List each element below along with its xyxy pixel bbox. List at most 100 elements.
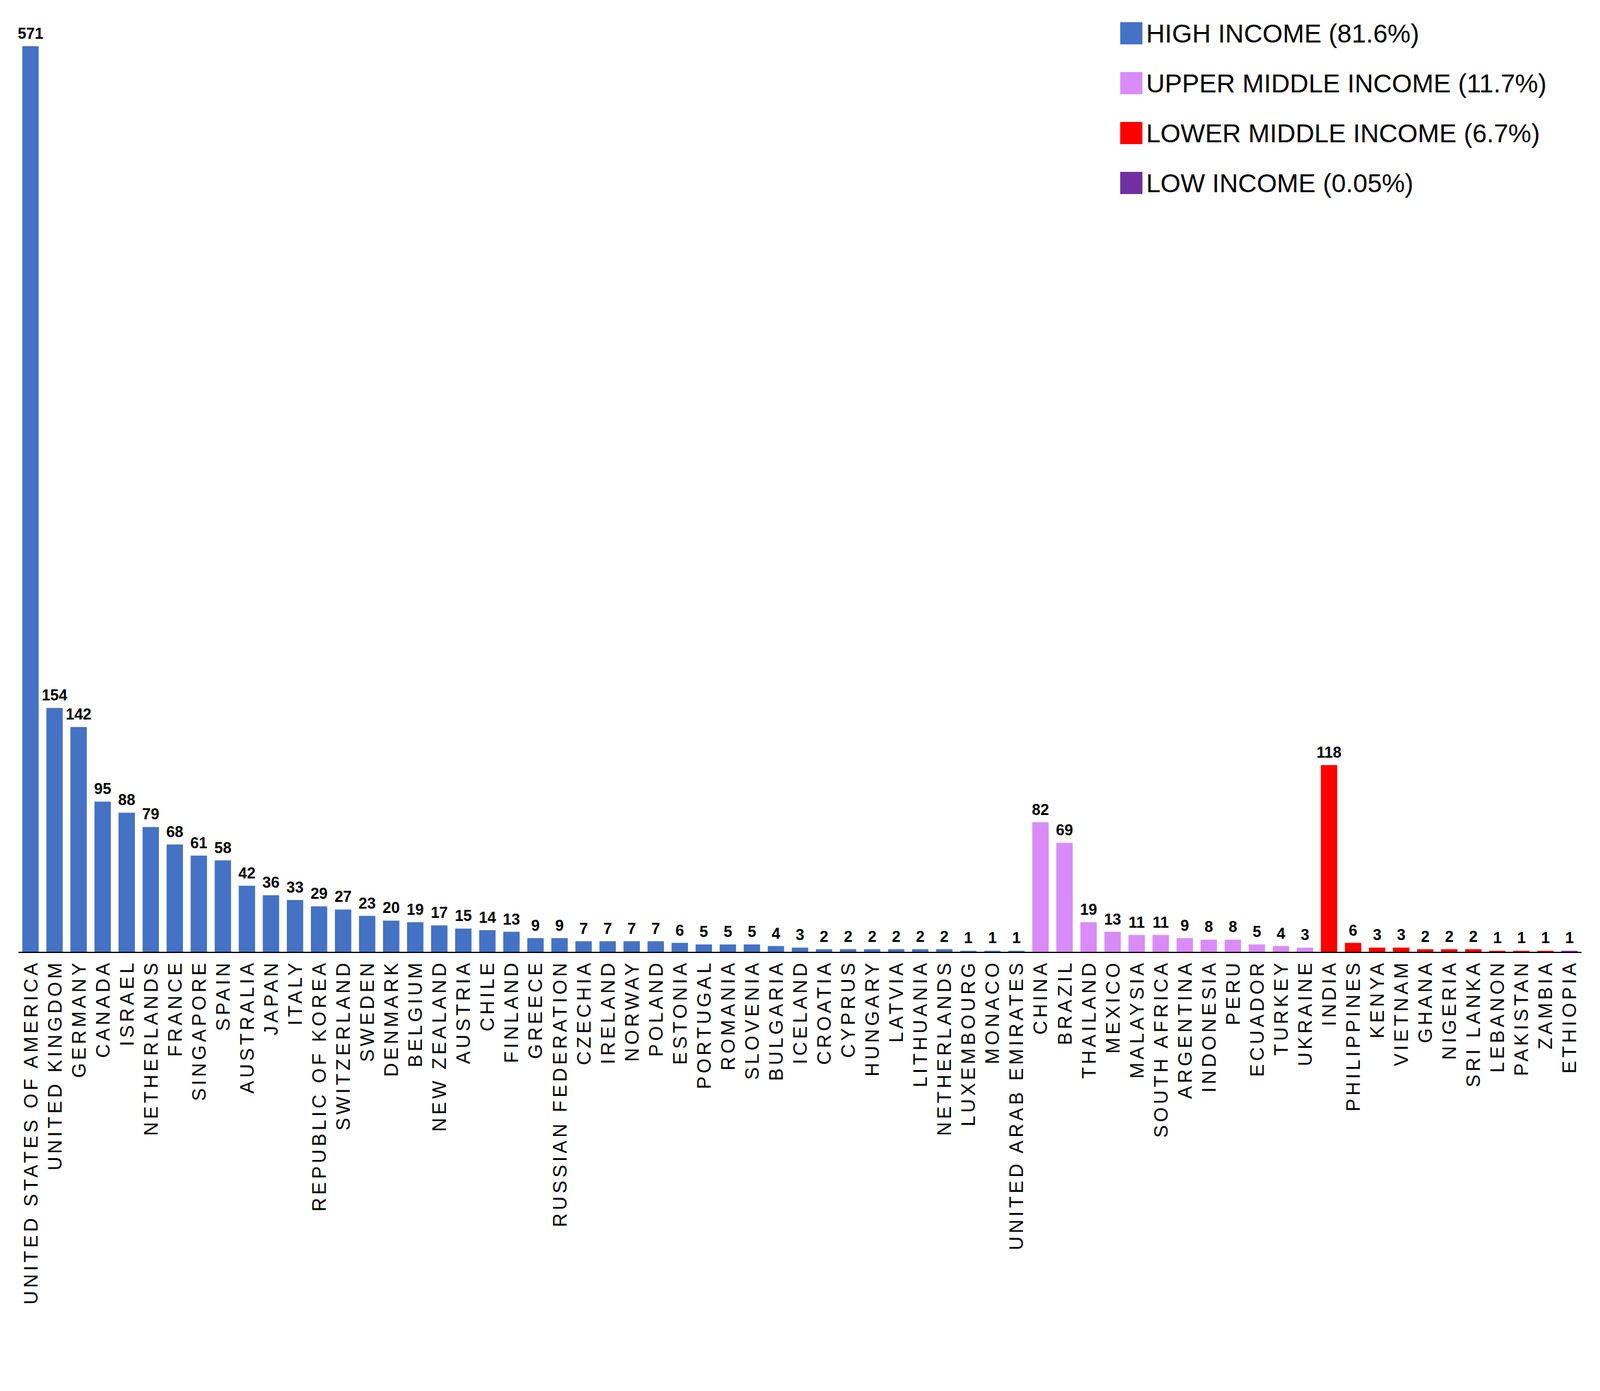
x-tick-label: NETHERLANDS bbox=[140, 959, 162, 1136]
x-tick-label: NETHERLANDS bbox=[933, 959, 956, 1136]
x-tick-label: ISRAEL bbox=[116, 959, 138, 1046]
legend-swatch bbox=[1120, 121, 1143, 145]
bar bbox=[1080, 921, 1097, 953]
bar bbox=[647, 941, 664, 953]
bar bbox=[214, 860, 232, 953]
x-tick-label: RUSSIAN FEDERATION bbox=[549, 959, 571, 1227]
x-tick-label: CHINA bbox=[1029, 959, 1052, 1035]
x-tick-label: SRI LANKA bbox=[1462, 959, 1485, 1087]
x-tick-label: GREECE bbox=[524, 959, 547, 1059]
data-label: 571 bbox=[17, 24, 44, 42]
x-tick-labels: UNITED STATES OF AMERICAUNITED KINGDOMGE… bbox=[20, 959, 1581, 1305]
x-tick-label: SWEDEN bbox=[356, 959, 379, 1062]
x-tick-label: POLAND bbox=[645, 959, 667, 1057]
x-tick-label: ROMANIA bbox=[717, 959, 740, 1071]
bar bbox=[1176, 937, 1193, 953]
data-label: 27 bbox=[334, 887, 352, 905]
data-label: 5 bbox=[747, 922, 757, 940]
bar bbox=[1032, 822, 1049, 953]
data-label: 69 bbox=[1056, 820, 1074, 839]
x-tick-label: CZECHIA bbox=[573, 959, 595, 1065]
data-label: 14 bbox=[478, 908, 496, 926]
x-tick-label: ECUADOR bbox=[1246, 959, 1269, 1077]
data-label: 17 bbox=[430, 903, 448, 921]
x-tick-label: LITHUANIA bbox=[909, 959, 932, 1087]
bar bbox=[1345, 942, 1362, 953]
bar bbox=[311, 905, 328, 953]
data-label: 82 bbox=[1032, 800, 1050, 818]
legend-label: HIGH INCOME (81.6%) bbox=[1146, 19, 1419, 49]
data-label: 1 bbox=[1492, 928, 1502, 946]
bar bbox=[1200, 939, 1218, 953]
x-tick-label: UNITED STATES OF AMERICA bbox=[20, 959, 42, 1305]
bar bbox=[1296, 947, 1314, 953]
data-label: 79 bbox=[142, 804, 160, 823]
bar bbox=[767, 945, 785, 953]
legend-label: LOWER MIDDLE INCOME (6.7%) bbox=[1146, 118, 1540, 148]
bar bbox=[743, 944, 761, 953]
data-label: 58 bbox=[214, 838, 232, 857]
bar bbox=[142, 826, 159, 953]
data-label: 29 bbox=[310, 884, 328, 902]
bar bbox=[238, 885, 256, 953]
bar bbox=[455, 928, 472, 953]
bar bbox=[623, 941, 640, 953]
x-tick-label: UNITED ARAB EMIRATES bbox=[1005, 959, 1028, 1251]
bar bbox=[1128, 934, 1145, 953]
data-label: 11 bbox=[1128, 913, 1145, 931]
bar bbox=[1393, 947, 1410, 953]
x-tick-label: JAPAN bbox=[260, 959, 283, 1036]
x-tick-label: MONACO bbox=[981, 959, 1004, 1065]
bar bbox=[407, 921, 424, 953]
x-tick-label: FINLAND bbox=[500, 959, 523, 1063]
x-tick-label: SOUTH AFRICA bbox=[1150, 959, 1172, 1138]
x-tick-label: NEW ZEALAND bbox=[428, 959, 451, 1132]
data-label: 2 bbox=[891, 927, 901, 945]
data-label: 9 bbox=[531, 916, 541, 934]
data-label: 9 bbox=[1180, 916, 1190, 934]
bar bbox=[1152, 934, 1169, 953]
bar bbox=[166, 844, 184, 953]
bar bbox=[1272, 945, 1290, 953]
data-label: 20 bbox=[382, 898, 400, 916]
bar bbox=[22, 46, 39, 953]
x-tick-label: ITALY bbox=[284, 959, 307, 1026]
x-tick-label: AUSTRIA bbox=[452, 959, 475, 1064]
x-tick-label: MEXICO bbox=[1102, 959, 1124, 1054]
bar bbox=[190, 855, 208, 953]
data-label: 3 bbox=[795, 925, 805, 943]
x-tick-label: NIGERIA bbox=[1438, 959, 1461, 1060]
data-label: 7 bbox=[627, 919, 637, 937]
bar bbox=[1104, 931, 1121, 953]
chart: 5711541429588796861584236332927232019171… bbox=[0, 0, 1600, 1391]
data-label: 2 bbox=[843, 927, 853, 945]
data-label: 68 bbox=[166, 822, 184, 841]
bar bbox=[383, 920, 400, 953]
data-label: 61 bbox=[190, 833, 208, 852]
data-label: 154 bbox=[41, 686, 68, 704]
x-tick-label: PHILIPPINES bbox=[1342, 959, 1365, 1112]
data-label: 42 bbox=[238, 864, 256, 882]
x-tick-label: ETHIOPIA bbox=[1558, 959, 1581, 1074]
x-tick-label: DENMARK bbox=[380, 959, 403, 1077]
bar bbox=[599, 941, 616, 953]
x-tick-label: INDIA bbox=[1318, 959, 1341, 1027]
x-tick-label: ARGENTINA bbox=[1174, 959, 1196, 1099]
x-tick-label: TURKEY bbox=[1270, 959, 1293, 1056]
data-label: 6 bbox=[675, 921, 685, 939]
legend-swatch bbox=[1120, 171, 1143, 194]
data-label: 1 bbox=[1565, 928, 1575, 946]
data-label: 11 bbox=[1152, 913, 1169, 931]
x-tick-label: ICELAND bbox=[789, 959, 812, 1064]
x-tick-label: GERMANY bbox=[68, 959, 90, 1078]
data-label: 5 bbox=[723, 922, 733, 940]
x-tick-label: BRAZIL bbox=[1054, 959, 1076, 1046]
data-label: 2 bbox=[939, 927, 949, 945]
bar bbox=[479, 929, 496, 953]
bar bbox=[1248, 944, 1266, 953]
x-tick-label: VIETNAM bbox=[1390, 959, 1413, 1067]
bar bbox=[1056, 842, 1073, 953]
data-label: 2 bbox=[1420, 927, 1430, 945]
data-label: 142 bbox=[65, 705, 92, 723]
data-label: 1 bbox=[987, 928, 997, 946]
